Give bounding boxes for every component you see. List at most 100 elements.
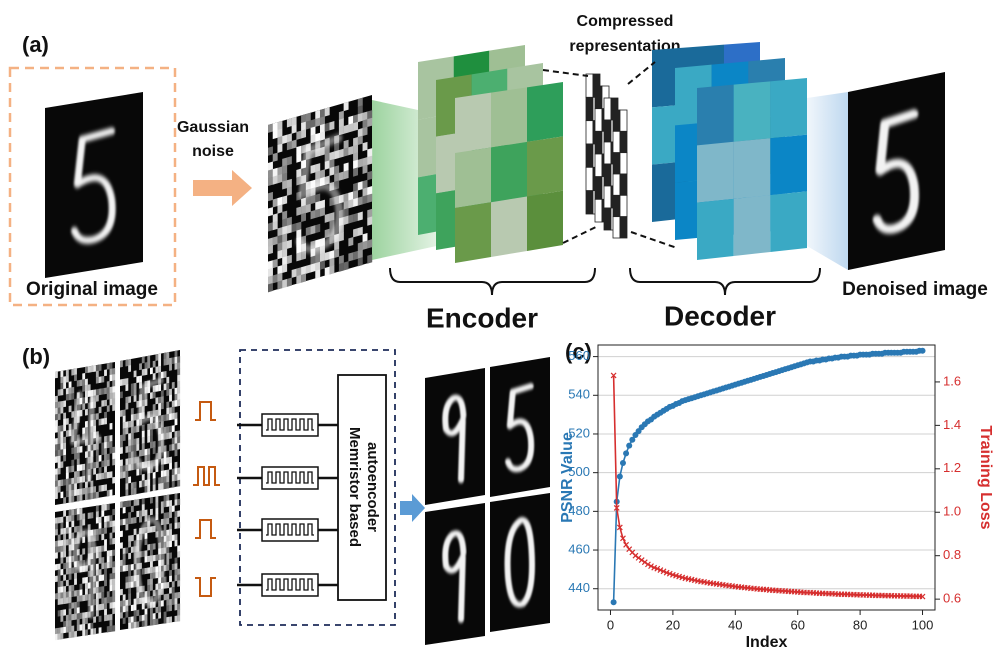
noise-pixel [131, 389, 134, 396]
noise-pixel [169, 463, 172, 470]
noise-pixel [153, 619, 156, 626]
noise-pixel [58, 425, 61, 432]
noise-pixel [69, 381, 72, 388]
noise-pixel [82, 519, 85, 526]
code-cell [620, 153, 627, 174]
noise-pixel [80, 554, 83, 561]
noise-pixel [128, 464, 131, 471]
noise-pixel [104, 562, 107, 569]
figure: (a) Original image Gaussian noise Compre… [0, 0, 1000, 650]
noise-pixel [128, 617, 131, 624]
noise-pixel [287, 224, 292, 233]
noise-pixel [90, 366, 93, 373]
code-cell [595, 199, 602, 222]
noise-pixel [110, 585, 113, 592]
noise-pixel [58, 413, 61, 420]
noise-pixel [66, 376, 69, 383]
code-cell [604, 142, 611, 164]
noise-pixel [155, 554, 158, 561]
noise-pixel [301, 273, 306, 282]
noise-pixel [166, 482, 169, 489]
digit-image [55, 503, 115, 640]
noise-pixel [99, 627, 102, 634]
noise-pixel [82, 379, 85, 386]
noise-pixel [71, 521, 74, 528]
noise-pixel [60, 633, 63, 640]
noise-pixel [301, 129, 306, 138]
noise-pixel [55, 474, 58, 481]
noise-pixel [77, 489, 80, 496]
noise-pixel [120, 360, 123, 367]
noise-pixel [161, 519, 164, 526]
noise-pixel [177, 574, 180, 581]
noise-pixel [150, 561, 153, 568]
noise-pixel [90, 512, 93, 519]
noise-pixel [99, 517, 102, 524]
noise-pixel [93, 492, 96, 499]
noise-pixel [107, 472, 110, 479]
noise-pixel [287, 240, 292, 249]
noise-pixel [71, 459, 74, 466]
noise-pixel [166, 559, 169, 566]
noise-pixel [74, 447, 77, 454]
code-cell [586, 74, 593, 97]
noise-pixel [58, 407, 61, 414]
noise-pixel [88, 487, 91, 494]
noise-pixel [120, 502, 123, 509]
noise-pixel [273, 198, 278, 207]
noise-pixel [85, 612, 88, 619]
noise-pixel [112, 459, 115, 466]
noise-pixel [155, 410, 158, 417]
noise-pixel [66, 597, 69, 604]
noise-pixel [123, 409, 126, 416]
noise-pixel [99, 419, 102, 426]
noise-pixel [153, 566, 156, 573]
connector [563, 226, 598, 243]
noise-pixel [131, 426, 134, 433]
y-tick-label: 540 [568, 387, 590, 402]
noise-pixel [82, 470, 85, 477]
noise-pixel [145, 539, 148, 546]
noise-pixel [128, 541, 131, 548]
noise-pixel [164, 458, 167, 465]
noise-pixel [311, 210, 316, 219]
noise-pixel [125, 600, 128, 607]
noise-pixel [134, 445, 137, 452]
noise-pixel [134, 426, 137, 433]
noise-pixel [112, 477, 115, 484]
noise-pixel [339, 263, 344, 272]
noise-pixel [69, 556, 72, 563]
noise-pixel [71, 625, 74, 632]
noise-pixel [63, 598, 66, 605]
noise-pixel [125, 489, 128, 496]
noise-pixel [166, 582, 169, 589]
noise-pixel [66, 615, 69, 622]
noise-pixel [123, 434, 126, 441]
noise-pixel [60, 569, 63, 576]
noise-pixel [145, 455, 148, 462]
noise-pixel [110, 626, 113, 633]
noise-pixel [344, 125, 349, 134]
noise-pixel [145, 486, 148, 493]
noise-pixel [96, 461, 99, 468]
noise-pixel [169, 541, 172, 548]
noise-pixel [348, 123, 353, 132]
noise-pixel [104, 539, 107, 546]
noise-pixel [315, 118, 320, 127]
noise-pixel [353, 198, 358, 207]
output-arrow [400, 494, 425, 522]
noise-pixel [74, 590, 77, 597]
noise-pixel [88, 390, 91, 397]
noise-pixel [169, 364, 172, 371]
noise-pixel [166, 518, 169, 525]
noise-pixel [172, 481, 175, 488]
noise-pixel [99, 473, 102, 480]
noise-pixel [96, 413, 99, 420]
noise-pixel [69, 393, 72, 400]
noise-pixel [145, 608, 148, 615]
noise-pixel [136, 610, 139, 617]
noise-pixel [101, 376, 104, 383]
noise-pixel [287, 278, 292, 287]
noise-pixel [66, 556, 69, 563]
noise-pixel [348, 237, 353, 246]
